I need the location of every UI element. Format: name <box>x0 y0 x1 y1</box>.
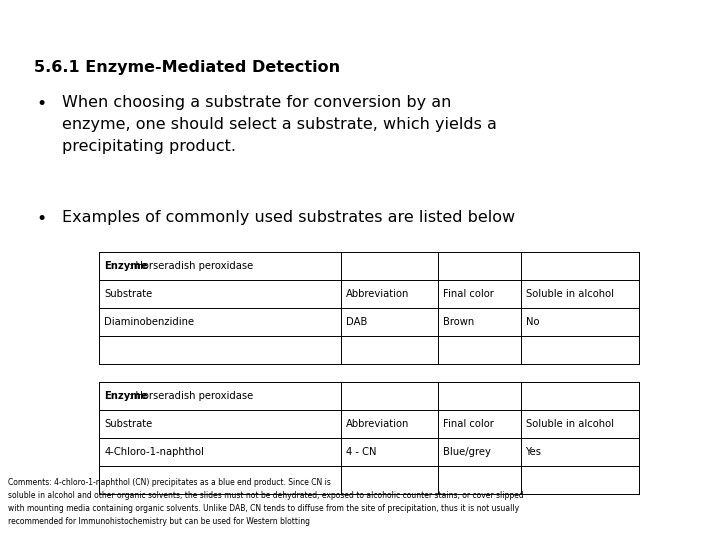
Text: 4-Chloro-1-naphthol: 4-Chloro-1-naphthol <box>104 447 204 457</box>
Text: Final color: Final color <box>443 289 494 299</box>
Text: No: No <box>526 317 539 327</box>
Text: •: • <box>36 210 46 228</box>
Text: Comments: 4-chloro-1-naphthol (CN) precipitates as a blue end product. Since CN : Comments: 4-chloro-1-naphthol (CN) preci… <box>8 478 331 487</box>
Text: When choosing a substrate for conversion by an: When choosing a substrate for conversion… <box>62 95 451 110</box>
Text: : Horseradish peroxidase: : Horseradish peroxidase <box>130 261 253 271</box>
Text: Diaminobenzidine: Diaminobenzidine <box>104 317 194 327</box>
Text: soluble in alcohol and other organic solvents, the slides must not be dehydrated: soluble in alcohol and other organic sol… <box>8 491 523 500</box>
Text: Examples of commonly used substrates are listed below: Examples of commonly used substrates are… <box>62 210 515 225</box>
Text: Yes: Yes <box>526 447 541 457</box>
Text: with mounting media containing organic solvents. Unlike DAB, CN tends to diffuse: with mounting media containing organic s… <box>8 504 519 513</box>
Text: 4 - CN: 4 - CN <box>346 447 376 457</box>
Text: Soluble in alcohol: Soluble in alcohol <box>526 419 613 429</box>
Text: •: • <box>36 95 46 113</box>
Text: enzyme, one should select a substrate, which yields a: enzyme, one should select a substrate, w… <box>62 117 497 132</box>
Text: : Horseradish peroxidase: : Horseradish peroxidase <box>130 391 253 401</box>
Text: Substrate: Substrate <box>104 419 153 429</box>
Text: 5.6.1 Enzyme-Mediated Detection: 5.6.1 Enzyme-Mediated Detection <box>34 60 340 75</box>
Text: Abbreviation: Abbreviation <box>346 289 409 299</box>
Text: Enzyme: Enzyme <box>104 391 148 401</box>
Text: Soluble in alcohol: Soluble in alcohol <box>526 289 613 299</box>
Text: DAB: DAB <box>346 317 367 327</box>
Text: recommended for Immunohistochemistry but can be used for Western blotting: recommended for Immunohistochemistry but… <box>8 517 310 526</box>
Text: Enzyme: Enzyme <box>104 261 148 271</box>
Text: Abbreviation: Abbreviation <box>346 419 409 429</box>
Text: Substrate: Substrate <box>104 289 153 299</box>
Text: Final color: Final color <box>443 419 494 429</box>
Text: Blue/grey: Blue/grey <box>443 447 490 457</box>
Text: Brown: Brown <box>443 317 474 327</box>
Text: precipitating product.: precipitating product. <box>62 139 236 154</box>
